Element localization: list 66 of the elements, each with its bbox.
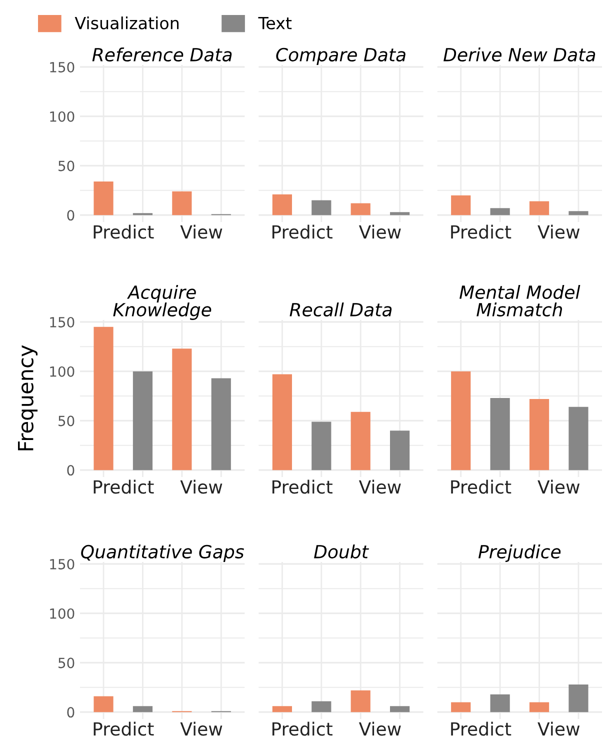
x-tick-label: View (358, 722, 401, 736)
x-tick-label: Predict (451, 224, 512, 239)
y-tick-label: 50 (58, 658, 74, 668)
y-axis-title: Frequency (18, 345, 38, 450)
x-tick-label: View (538, 722, 580, 736)
chart-title: Doubt (314, 544, 370, 558)
bar (350, 203, 370, 216)
y-tick-label: 150 (50, 62, 74, 72)
chart-title: Derive New Data (444, 48, 596, 62)
chart-title: Mental Model Mismatch (460, 285, 580, 316)
y-tick-label: 150 (50, 558, 74, 570)
x-tick-label: View (538, 480, 580, 494)
legend-label: Text (258, 17, 292, 30)
bar (272, 194, 292, 216)
bar (132, 706, 153, 712)
chart-title: Recall Data (290, 302, 392, 316)
bar (390, 430, 410, 470)
bar (312, 422, 332, 470)
x-tick-label: Predict (94, 480, 154, 494)
x-tick-label: View (538, 224, 580, 239)
bar (132, 371, 153, 470)
x-tick-label: Predict (272, 480, 332, 494)
x-tick-label: Predict (94, 722, 154, 736)
x-tick-label: View (180, 224, 222, 239)
bar (272, 374, 292, 470)
chart-title: Acquire Knowledge (113, 285, 212, 320)
x-tick-label: View (358, 224, 401, 239)
bar (568, 211, 588, 216)
bar (490, 398, 510, 470)
x-tick-label: Predict (272, 722, 332, 736)
y-tick-label: 50 (58, 160, 74, 172)
bar (451, 195, 471, 216)
bar (172, 191, 192, 216)
y-tick-label: 0 (67, 707, 74, 718)
bar (529, 398, 550, 470)
bar (451, 371, 471, 470)
bar (172, 348, 192, 470)
y-tick-label: 150 (50, 316, 74, 328)
bar (94, 696, 114, 712)
x-tick-label: Predict (272, 224, 332, 239)
bar (312, 200, 332, 216)
y-tick-label: 50 (58, 416, 74, 426)
x-tick-label: View (358, 480, 401, 494)
y-tick-label: 0 (67, 465, 74, 476)
chart-title: Compare Data (276, 48, 406, 65)
y-tick-label: 100 (50, 366, 74, 377)
x-tick-label: View (180, 480, 222, 494)
x-tick-label: Predict (94, 224, 154, 239)
bar (390, 212, 410, 216)
x-tick-label: Predict (451, 480, 512, 494)
bar (94, 182, 114, 216)
bar (490, 208, 510, 216)
chart-title: Quantitative Gaps (81, 544, 244, 562)
bar (529, 201, 550, 216)
bar (211, 378, 231, 470)
bar (94, 326, 114, 470)
chart-title: Prejudice (478, 544, 561, 562)
y-tick-label: 100 (50, 111, 74, 122)
bar (350, 412, 370, 470)
y-tick-label: 0 (67, 210, 74, 221)
x-tick-label: Predict (451, 722, 512, 736)
y-tick-label: 100 (50, 608, 74, 619)
chart-title: Reference Data (92, 48, 232, 62)
x-tick-label: View (180, 722, 222, 736)
legend-label: Visualization (74, 16, 179, 30)
bar (568, 406, 588, 470)
